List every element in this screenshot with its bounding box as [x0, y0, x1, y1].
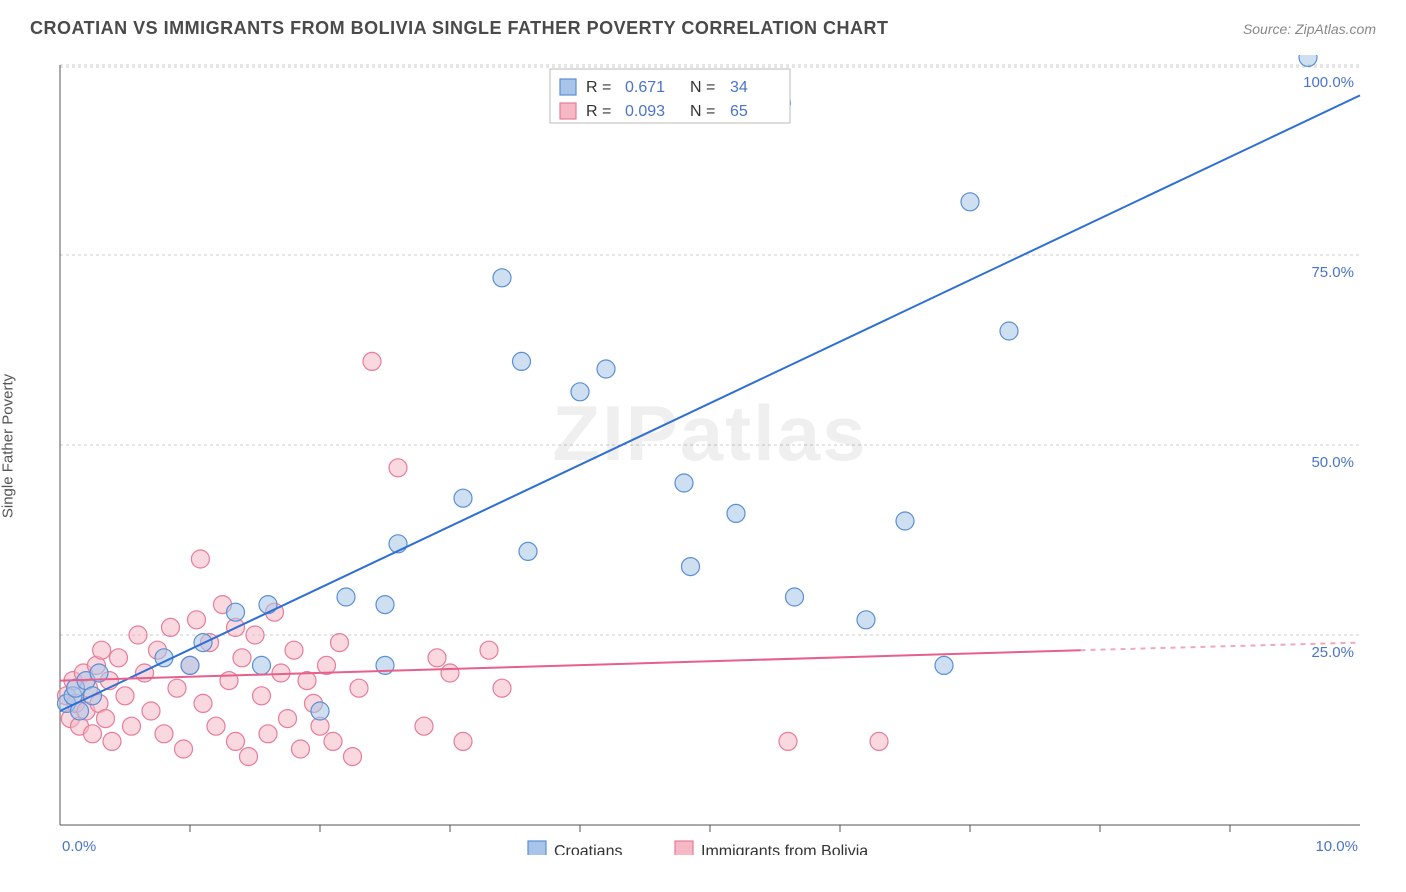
svg-text:0.093: 0.093 — [625, 103, 665, 120]
svg-text:N =: N = — [690, 103, 715, 120]
svg-text:50.0%: 50.0% — [1311, 454, 1354, 471]
svg-text:Immigrants from Bolivia: Immigrants from Bolivia — [701, 843, 868, 855]
svg-text:100.0%: 100.0% — [1303, 74, 1354, 91]
svg-text:75.0%: 75.0% — [1311, 264, 1354, 281]
svg-text:Croatians: Croatians — [554, 843, 622, 855]
svg-text:10.0%: 10.0% — [1315, 838, 1358, 855]
y-axis-label: Single Father Poverty — [0, 374, 17, 518]
svg-text:0.671: 0.671 — [625, 79, 665, 96]
svg-text:65: 65 — [730, 103, 748, 120]
svg-text:0.0%: 0.0% — [62, 838, 96, 855]
svg-text:25.0%: 25.0% — [1311, 644, 1354, 661]
scatter-chart: ZIPatlas25.0%50.0%75.0%100.0%0.0%10.0%R … — [50, 55, 1380, 855]
svg-text:N =: N = — [690, 79, 715, 96]
svg-text:R =: R = — [586, 79, 611, 96]
chart-source: Source: ZipAtlas.com — [1243, 21, 1376, 37]
svg-text:34: 34 — [730, 79, 748, 96]
chart-svg: ZIPatlas25.0%50.0%75.0%100.0%0.0%10.0%R … — [50, 55, 1380, 855]
chart-header: CROATIAN VS IMMIGRANTS FROM BOLIVIA SING… — [30, 18, 1376, 39]
svg-text:R =: R = — [586, 103, 611, 120]
chart-title: CROATIAN VS IMMIGRANTS FROM BOLIVIA SING… — [30, 18, 889, 39]
